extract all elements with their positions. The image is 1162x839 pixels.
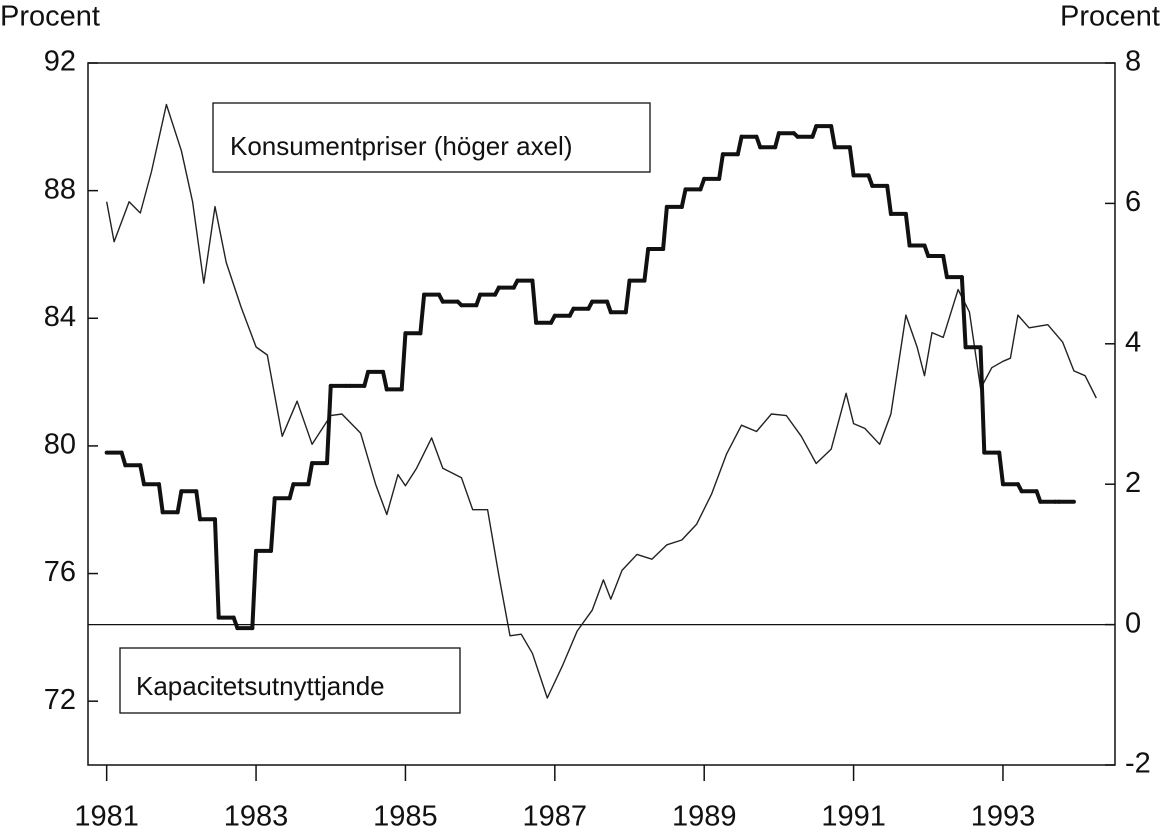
x-tick-label: 1989	[672, 801, 737, 833]
step-riser	[287, 482, 296, 501]
y2-tick-label: 8	[1125, 46, 1141, 78]
x-tick-label: 1993	[971, 801, 1036, 833]
y2-tick-label: 6	[1125, 186, 1141, 218]
step-riser	[885, 183, 893, 216]
x-tick-label: 1987	[523, 801, 588, 833]
step-riser	[156, 482, 165, 515]
step-riser	[847, 145, 856, 178]
step-riser	[530, 278, 539, 325]
x-tick-label: 1985	[373, 801, 438, 833]
step-riser	[959, 275, 968, 350]
step-riser	[978, 345, 987, 455]
y-tick-label: 88	[44, 173, 76, 205]
step-riser	[773, 131, 781, 150]
y-tick-label: 80	[44, 429, 76, 461]
legend-label: Kapacitetsutnyttjande	[136, 671, 385, 701]
y-tick-label: 84	[44, 301, 76, 333]
y2-tick-label: 0	[1125, 607, 1141, 639]
step-riser	[997, 450, 1005, 487]
step-riser	[381, 369, 389, 392]
step-riser	[418, 292, 427, 336]
step-riser	[717, 152, 725, 181]
step-riser	[903, 211, 912, 248]
step-riser	[362, 369, 371, 388]
legend-label: Konsumentpriser (höger axel)	[230, 131, 573, 161]
y2-tick-label: -2	[1125, 748, 1151, 780]
step-riser	[735, 134, 744, 157]
legend-box	[212, 102, 651, 173]
step-riser	[250, 548, 259, 631]
step-riser	[268, 496, 277, 553]
step-riser	[399, 331, 408, 392]
x-tick-label: 1991	[821, 801, 886, 833]
step-riser	[623, 278, 632, 315]
y-tick-label: 76	[44, 556, 76, 588]
x-tick-label: 1981	[74, 801, 139, 833]
y-axis-label: Procent	[0, 1, 100, 33]
y2-axis-label: Procent	[1060, 1, 1160, 33]
step-riser	[679, 187, 688, 209]
step-riser	[306, 461, 315, 487]
step-riser	[642, 247, 651, 283]
step-riser	[661, 204, 669, 252]
y2-tick-label: 2	[1125, 467, 1141, 499]
y-tick-label: 72	[44, 684, 76, 716]
y-tick-label: 92	[44, 46, 76, 78]
step-riser	[325, 383, 333, 466]
step-riser	[829, 124, 837, 150]
step-riser	[138, 463, 147, 487]
series-line	[106, 103, 1097, 699]
step-riser	[212, 517, 221, 620]
legend-box	[119, 647, 461, 714]
step-riser	[194, 489, 203, 522]
x-tick-label: 1983	[224, 801, 289, 833]
step-riser	[175, 489, 184, 515]
step-riser	[119, 450, 128, 468]
step-riser	[941, 254, 949, 280]
y2-tick-label: 4	[1125, 326, 1141, 358]
plot-frame	[87, 62, 1116, 766]
